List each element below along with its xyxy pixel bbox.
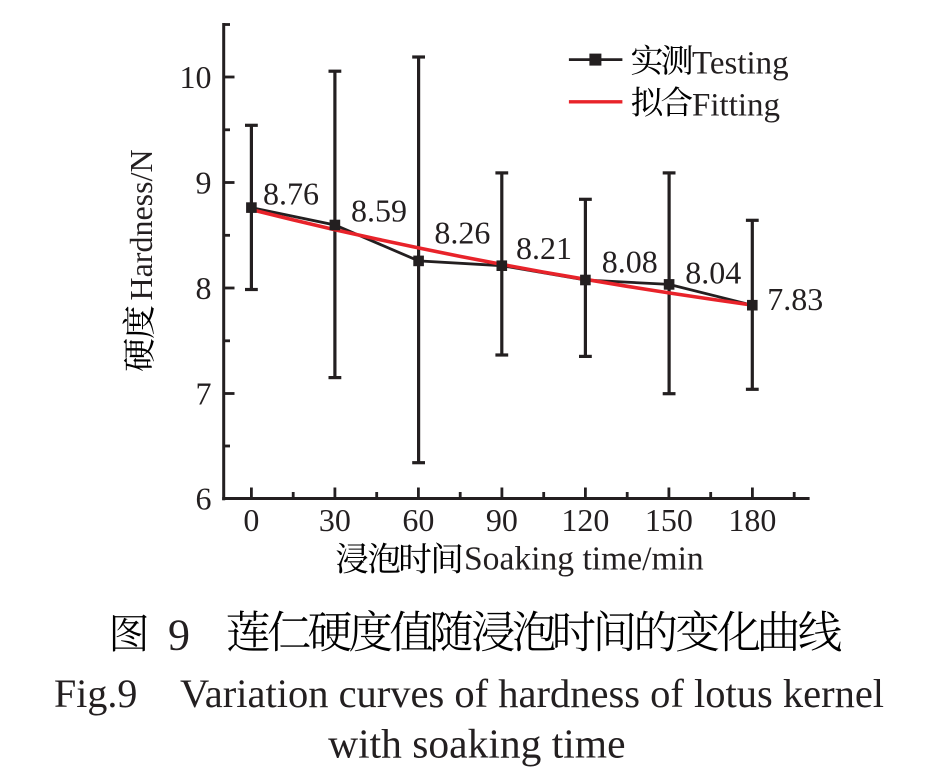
svg-text:9: 9 bbox=[168, 611, 190, 660]
svg-text:8.04: 8.04 bbox=[685, 255, 741, 291]
svg-text:60: 60 bbox=[402, 502, 434, 538]
svg-text:8.26: 8.26 bbox=[434, 214, 490, 250]
svg-text:Fig.9: Fig.9 bbox=[54, 671, 137, 716]
svg-text:180: 180 bbox=[728, 502, 776, 538]
svg-text:90: 90 bbox=[486, 502, 518, 538]
svg-text:6: 6 bbox=[196, 481, 212, 517]
svg-text:8.59: 8.59 bbox=[351, 193, 407, 229]
svg-text:120: 120 bbox=[561, 502, 609, 538]
svg-text:8.21: 8.21 bbox=[516, 230, 572, 266]
svg-text:0: 0 bbox=[243, 502, 259, 538]
svg-text:Hardness/N: Hardness/N bbox=[123, 149, 159, 300]
svg-text:7.83: 7.83 bbox=[767, 281, 823, 317]
svg-text:Fitting: Fitting bbox=[692, 87, 780, 123]
svg-text:Variation curves of hardness o: Variation curves of hardness of lotus ke… bbox=[180, 671, 884, 716]
svg-text:8: 8 bbox=[196, 270, 212, 306]
svg-text:8.08: 8.08 bbox=[602, 243, 658, 279]
svg-text:Soaking time/min: Soaking time/min bbox=[464, 540, 704, 577]
svg-text:150: 150 bbox=[645, 502, 693, 538]
svg-text:8.76: 8.76 bbox=[263, 176, 319, 212]
svg-text:7: 7 bbox=[196, 376, 212, 412]
svg-text:10: 10 bbox=[180, 59, 212, 95]
svg-text:Testing: Testing bbox=[692, 46, 789, 82]
svg-text:9: 9 bbox=[196, 165, 212, 201]
svg-text:with soaking time: with soaking time bbox=[328, 721, 625, 767]
svg-text:30: 30 bbox=[319, 502, 351, 538]
